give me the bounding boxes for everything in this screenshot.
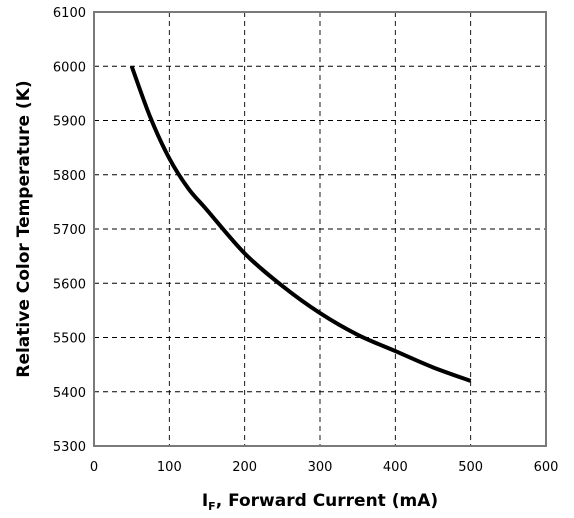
y-tick-label: 6100 [53, 6, 86, 21]
x-tick-label: 0 [90, 460, 98, 475]
y-tick-label: 5700 [53, 223, 86, 238]
y-tick-label: 5600 [53, 277, 86, 292]
y-tick-label: 5400 [53, 386, 86, 401]
series [129, 65, 472, 383]
x-tick-label: 400 [383, 460, 408, 475]
x-axis-label-subscript: F [208, 500, 216, 513]
tick-labels: 0 100 200 300 400 500 600 5300 5400 5500 5600 5700 5… [53, 6, 559, 475]
x-axis-label-main: I [202, 491, 208, 511]
x-tick-label: 200 [232, 460, 257, 475]
y-tick-label: 5800 [53, 169, 86, 184]
x-tick-label: 500 [458, 460, 483, 475]
x-tick-label: 600 [534, 460, 559, 475]
grid-lines [94, 12, 546, 446]
y-tick-label: 5300 [53, 440, 86, 455]
x-axis-label: IF, Forward Current (mA) [202, 491, 438, 513]
y-axis-label: Relative Color Temperature (K) [14, 80, 34, 377]
y-tick-label: 5900 [53, 115, 86, 130]
x-tick-label: 300 [308, 460, 333, 475]
y-tick-label: 5500 [53, 332, 86, 347]
x-axis-label-rest: , Forward Current (mA) [216, 491, 438, 511]
plot-frame [93, 11, 547, 447]
series-line [129, 65, 472, 383]
y-tick-label: 6000 [53, 60, 86, 75]
x-tick-label: 100 [157, 460, 182, 475]
